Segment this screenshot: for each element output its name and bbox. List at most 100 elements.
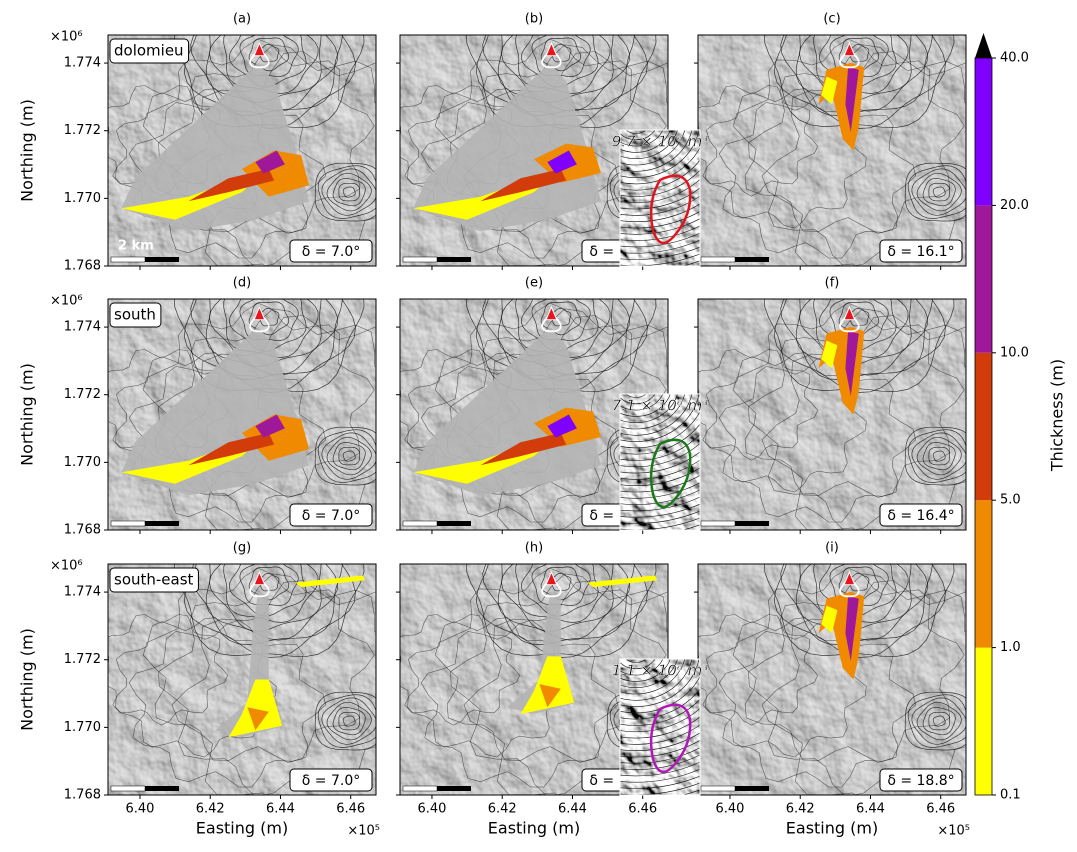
contour: [922, 178, 956, 207]
contour: [314, 691, 376, 751]
inset-contour: [620, 130, 656, 141]
inset-contour: [620, 503, 700, 518]
inset-contour: [620, 130, 686, 166]
contour: [142, 302, 375, 498]
contour: [248, 301, 290, 336]
contour: [326, 172, 372, 212]
y-tick-label: 1.774: [64, 56, 101, 71]
lava-flow: [821, 605, 838, 634]
colorbar-tick-label: 10.0: [1000, 345, 1029, 360]
delta-label: δ = 16.1°: [887, 244, 954, 260]
map: [108, 564, 376, 795]
contour: [434, 38, 667, 234]
inset-contour: [620, 410, 700, 449]
inset-contour: [620, 394, 656, 405]
contour: [540, 37, 582, 72]
delta-label: δ = 7.0°: [302, 773, 360, 789]
inset-contour: [620, 394, 664, 411]
y-offset: ×10⁶: [50, 559, 83, 574]
contour: [342, 186, 356, 198]
inset-contour: [620, 179, 700, 204]
scale-bar-white: [700, 785, 736, 792]
contour: [795, 35, 928, 112]
inset-contour: [625, 659, 647, 663]
inset-contour: [620, 659, 664, 676]
lava-flow: [845, 596, 859, 661]
contour: [475, 299, 648, 393]
contour: [838, 566, 880, 601]
vent: [545, 570, 558, 586]
map: [108, 35, 376, 266]
contour: [228, 299, 307, 352]
delta-box: [879, 768, 963, 792]
x-tick-label: 6.42: [196, 802, 225, 817]
contour: [702, 88, 867, 229]
contour: [907, 694, 966, 748]
lava-flow: [413, 162, 567, 220]
panel-title: (g): [233, 541, 251, 556]
x-tick-label: 6.42: [488, 802, 517, 817]
contour: [904, 162, 966, 222]
contour: [321, 697, 376, 745]
contour: [761, 315, 966, 530]
region-box: [109, 302, 162, 328]
inset-contour: [620, 740, 700, 758]
contour: [142, 38, 375, 234]
inset-outline: [649, 438, 692, 508]
y-axis-label: Northing (m): [18, 363, 37, 466]
map: [698, 299, 966, 530]
inset-contour: [620, 761, 700, 777]
contour: [780, 564, 933, 645]
contour: [400, 614, 521, 726]
vent: [843, 570, 856, 586]
inset-contour: [620, 159, 700, 191]
y-tick-label: 1.774: [64, 320, 101, 335]
contour: [928, 446, 950, 466]
contour: [813, 35, 909, 94]
contour: [818, 564, 897, 617]
contour: [515, 35, 611, 94]
contour: [205, 564, 338, 641]
contour: [813, 564, 909, 623]
x-offset: ×10⁵: [347, 824, 380, 839]
contour: [907, 429, 966, 483]
panel-title: (c): [823, 12, 840, 27]
region-label: south: [114, 306, 156, 324]
contour: [698, 85, 819, 197]
panel-title: (e): [525, 276, 543, 291]
inset-contour: [620, 423, 700, 455]
contour: [248, 566, 290, 601]
contour: [482, 299, 635, 380]
delta-label: δ = 7.0°: [302, 244, 360, 260]
y-axis-label: Northing (m): [18, 628, 37, 731]
y-tick-label: 1.768: [64, 788, 101, 803]
contour: [780, 299, 933, 380]
lava-flow: [247, 707, 269, 731]
contour: [142, 567, 375, 763]
inset-contour: [620, 732, 700, 751]
lava-flow: [587, 575, 658, 588]
contour: [698, 349, 819, 461]
contour: [228, 35, 307, 88]
panel-title: (h): [525, 541, 543, 556]
inset-contour: [620, 716, 700, 739]
colorbar-label: Thickness (m): [1048, 359, 1067, 472]
inset-contour: [620, 394, 700, 442]
panel-title: (a): [233, 12, 251, 27]
contour: [466, 564, 657, 658]
contour: [531, 564, 591, 606]
contour: [520, 564, 599, 617]
contour: [404, 617, 569, 758]
contour: [795, 299, 928, 376]
y-tick-label: 1.768: [64, 259, 101, 274]
lava-flow: [413, 62, 601, 232]
contour: [531, 299, 591, 341]
colorbar-segment: [975, 205, 992, 353]
contour: [732, 567, 965, 763]
contour: [764, 564, 955, 658]
contour: [928, 182, 950, 202]
lava-flow: [121, 426, 275, 484]
inset-contour: [620, 496, 700, 512]
map: [400, 35, 668, 266]
vent: [843, 41, 856, 57]
